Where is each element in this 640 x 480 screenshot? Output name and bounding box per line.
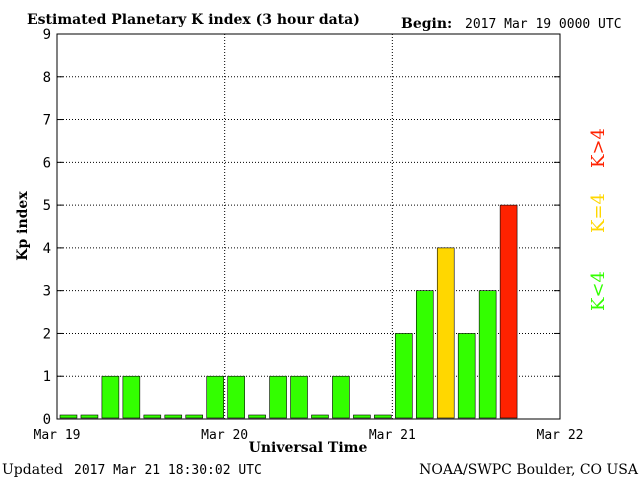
legend-item: K=4 xyxy=(588,193,609,233)
updated-label: Updated xyxy=(2,462,63,478)
kp-bar xyxy=(164,414,183,419)
y-tick-label: 4 xyxy=(43,241,51,257)
kp-bar xyxy=(185,414,204,419)
kp-bar xyxy=(290,375,308,419)
legend-item: K>4 xyxy=(588,128,609,168)
y-tick-label: 1 xyxy=(43,369,51,385)
kp-bar xyxy=(101,375,120,419)
y-axis-label: Kp index xyxy=(15,191,31,261)
y-tick-label: 2 xyxy=(43,326,51,342)
grid-lines xyxy=(57,34,560,419)
kp-bar xyxy=(269,375,287,419)
y-tick-label: 9 xyxy=(43,27,51,43)
legend: K<4 K=4 K>4 xyxy=(588,128,609,311)
source-credit: NOAA/SWPC Boulder, CO USA xyxy=(419,462,639,478)
y-tick-label: 6 xyxy=(43,155,51,171)
kp-bar xyxy=(436,247,455,419)
kp-bar xyxy=(59,414,78,419)
kp-bar xyxy=(332,375,350,419)
kp-bar xyxy=(395,333,413,419)
x-tick-label: Mar 22 xyxy=(537,428,584,443)
kp-bar xyxy=(457,333,476,419)
y-tick-label: 8 xyxy=(43,70,51,86)
y-tick-label: 3 xyxy=(43,284,51,300)
kp-bar xyxy=(415,290,434,419)
kp-bar xyxy=(206,375,224,419)
begin-label: Begin: xyxy=(401,16,452,32)
bar-series xyxy=(59,204,518,419)
kp-bar xyxy=(227,375,245,419)
y-tick-label: 7 xyxy=(43,113,51,129)
kp-bar xyxy=(143,414,162,419)
kp-bar xyxy=(311,414,329,419)
y-tick-label: 0 xyxy=(43,412,51,428)
x-tick-label: Mar 21 xyxy=(369,428,416,443)
kp-bar xyxy=(374,414,392,419)
x-tick-label: Mar 20 xyxy=(201,428,248,443)
kp-bar xyxy=(499,204,518,419)
plot-frame xyxy=(56,33,561,420)
y-tick-label: 5 xyxy=(43,198,51,214)
kp-bar xyxy=(80,414,99,419)
kp-bar xyxy=(478,290,497,419)
updated-value: 2017 Mar 21 18:30:02 UTC xyxy=(74,463,262,478)
legend-item: K<4 xyxy=(588,271,609,311)
x-tick-label: Mar 19 xyxy=(34,428,81,443)
kp-bar xyxy=(353,414,371,419)
x-axis-label: Universal Time xyxy=(249,440,368,456)
x-axis-ticks: Mar 19 Mar 20 Mar 21 Mar 22 xyxy=(34,428,584,443)
kp-bar xyxy=(248,414,266,419)
chart-title: Estimated Planetary K index (3 hour data… xyxy=(27,12,360,28)
y-axis-ticks: 0 1 2 3 4 5 6 7 8 9 xyxy=(43,27,560,428)
kp-bar xyxy=(122,375,141,419)
begin-value: 2017 Mar 19 0000 UTC xyxy=(465,17,622,32)
